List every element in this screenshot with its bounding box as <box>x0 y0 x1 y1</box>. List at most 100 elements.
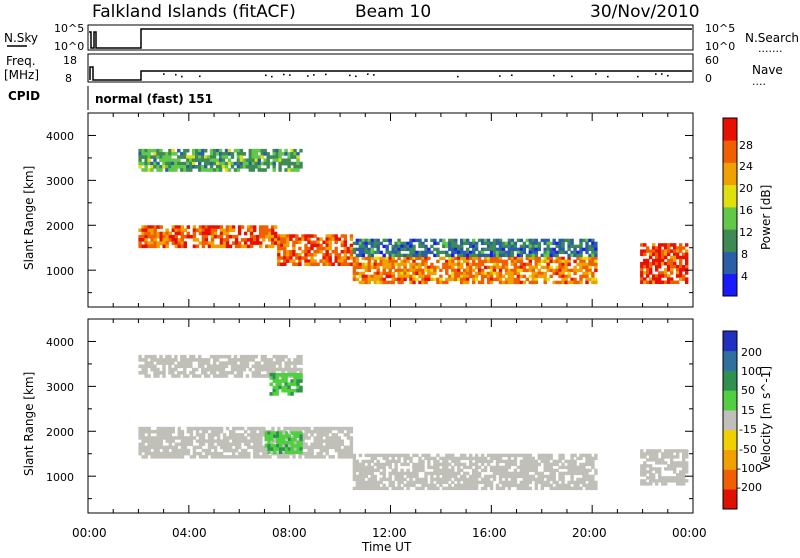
heatmap-cell <box>588 456 592 461</box>
heatmap-cell <box>534 468 538 473</box>
heatmap-cell <box>679 464 683 468</box>
heatmap-cell <box>409 483 413 488</box>
heatmap-cell <box>331 250 335 254</box>
heatmap-cell <box>472 477 476 482</box>
heatmap-cell <box>591 259 595 264</box>
heatmap-cell <box>664 479 668 483</box>
heatmap-cell <box>376 271 380 276</box>
heatmap-cell <box>670 461 674 465</box>
heatmap-cell <box>171 439 175 443</box>
heatmap-cell <box>262 451 266 456</box>
heatmap-cell <box>263 367 267 372</box>
heatmap-cell <box>474 256 479 261</box>
heatmap-cell <box>513 256 518 261</box>
heatmap-cell <box>489 453 494 458</box>
heatmap-cell <box>159 445 163 450</box>
heatmap-cell <box>543 462 547 467</box>
heatmap-cell <box>495 259 500 264</box>
heatmap-cell <box>286 253 290 257</box>
heatmap-cell <box>492 477 497 482</box>
heatmap-cell <box>472 247 476 252</box>
heatmap-cell <box>174 231 178 236</box>
heatmap-cell <box>201 234 206 239</box>
heatmap-cell <box>352 259 357 264</box>
heatmap-cell <box>241 426 245 431</box>
heatmap-cell <box>558 474 562 479</box>
heatmap-cell <box>253 429 257 434</box>
heatmap-cell <box>174 161 178 166</box>
heatmap-cell <box>265 228 269 233</box>
heatmap-cell <box>373 277 377 282</box>
heatmap-cell <box>162 445 166 450</box>
heatmap-cell <box>171 358 175 362</box>
heatmap-cell <box>525 465 529 470</box>
heatmap-cell <box>358 462 363 467</box>
heatmap-cell <box>180 225 184 229</box>
heatmap-cell <box>403 459 407 464</box>
heatmap-cell <box>561 471 565 476</box>
heatmap-cell <box>570 238 574 243</box>
heatmap-cell <box>528 474 532 479</box>
heatmap-cell <box>168 439 172 443</box>
heatmap-cell <box>561 271 565 276</box>
heatmap-cell <box>144 439 148 443</box>
heatmap-cell <box>649 255 653 260</box>
heatmap-cell <box>486 253 491 258</box>
heatmap-cell <box>409 277 413 282</box>
heatmap-cell <box>299 444 303 448</box>
colorbar-swatch <box>723 350 737 371</box>
nave-point <box>499 75 501 77</box>
heatmap-cell <box>685 280 689 284</box>
heatmap-cell <box>585 468 589 473</box>
heatmap-cell <box>198 426 203 431</box>
heatmap-cell <box>224 148 229 153</box>
heatmap-cell <box>349 439 354 443</box>
heatmap-cell <box>204 155 208 159</box>
heatmap-cell <box>186 225 190 229</box>
heatmap-cell <box>454 277 458 282</box>
heatmap-cell <box>269 372 273 377</box>
heatmap-cell <box>585 274 589 279</box>
heatmap-cell <box>403 244 407 249</box>
heatmap-cell <box>439 268 443 273</box>
heatmap-cell <box>267 447 271 451</box>
heatmap-cell <box>259 429 263 434</box>
heatmap-cell <box>477 250 482 255</box>
heatmap-cell <box>186 234 190 239</box>
heatmap-cell <box>313 429 317 434</box>
heatmap-cell <box>519 453 524 458</box>
heatmap-cell <box>492 268 497 273</box>
heatmap-cell <box>448 462 452 467</box>
heatmap-cell <box>180 168 184 172</box>
heatmap-cell <box>489 259 494 264</box>
heatmap-region <box>640 449 689 486</box>
heatmap-cell <box>448 483 452 488</box>
heatmap-cell <box>667 467 671 471</box>
heatmap-cell <box>156 451 160 456</box>
heatmap-cell <box>451 268 455 273</box>
heatmap-cell <box>206 161 211 166</box>
heatmap-cell <box>676 461 680 465</box>
heatmap-cell <box>519 280 524 285</box>
heatmap-cell <box>168 442 172 446</box>
heatmap-cell <box>138 244 142 249</box>
heatmap-cell <box>349 448 354 453</box>
heatmap-cell <box>430 480 434 485</box>
heatmap-cell <box>376 277 380 282</box>
heatmap-cell <box>643 271 647 275</box>
heatmap-cell <box>543 250 547 255</box>
heatmap-cell <box>224 354 229 359</box>
heatmap-cell <box>168 371 172 375</box>
heatmap-cell <box>486 265 491 270</box>
heatmap-cell <box>379 453 383 458</box>
heatmap-cell <box>670 479 674 483</box>
heatmap-cell <box>242 161 247 166</box>
heatmap-cell <box>388 483 392 488</box>
heatmap-cell <box>183 436 188 440</box>
heatmap-cell <box>501 471 506 476</box>
freq-unit: [MHz] <box>4 68 39 82</box>
heatmap-cell <box>424 250 428 255</box>
heatmap-cell <box>195 244 200 249</box>
heatmap-cell <box>528 280 532 285</box>
heatmap-cell <box>281 371 285 375</box>
